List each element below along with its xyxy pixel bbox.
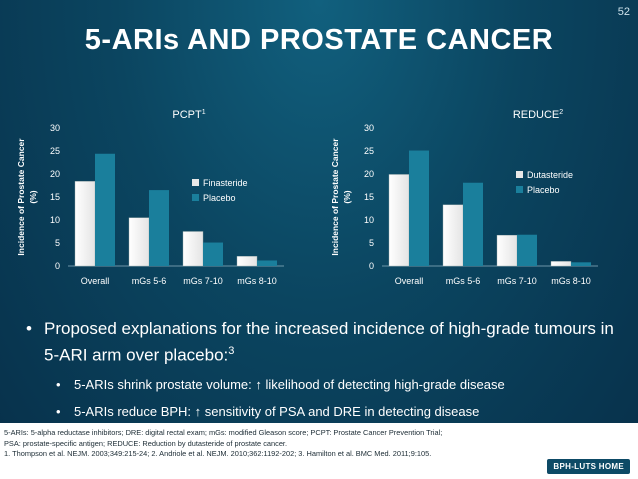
footnotes: 5-ARIs: 5-alpha reductase inhibitors; DR… [4, 428, 549, 460]
y-tick-label: 10 [50, 215, 60, 225]
bullet-sub-1: 5-ARIs shrink prostate volume: ↑ likelih… [22, 376, 622, 394]
bar-placebo-2 [203, 242, 223, 266]
x-tick-label: Overall [395, 276, 424, 286]
bullet-main: Proposed explanations for the increased … [22, 318, 622, 367]
y-tick-label: 20 [364, 169, 374, 179]
bar-placebo-3 [257, 260, 277, 266]
chart-svg: REDUCE2 Incidence of Prostate Cancer (%) 0 5… [330, 109, 598, 286]
page-number: 52 [617, 6, 630, 18]
y-tick-label: 0 [369, 261, 374, 271]
y-tick-label: 5 [369, 238, 374, 248]
bar-finasteride-2 [182, 231, 204, 267]
legend-swatch-placebo [516, 186, 523, 193]
x-tick-label: Overall [81, 276, 110, 286]
y-axis-label-unit: (%) [342, 190, 352, 203]
x-tick-label: mGs 5-6 [446, 276, 481, 286]
legend-swatch-dutasteride [516, 171, 523, 178]
bullet-main-ref: 3 [228, 345, 235, 357]
bar-placebo-2 [517, 234, 537, 266]
bar-dutasteride-0 [388, 174, 410, 267]
chart-svg: PCPT1 Incidence of Prostate Cancer (%) 0 5 10… [16, 109, 284, 286]
bullet-sub-2: 5-ARIs reduce BPH: ↑ sensitivity of PSA … [22, 403, 622, 421]
footnote-line: 5-ARIs: 5-alpha reductase inhibitors; DR… [4, 428, 443, 437]
y-tick-label: 30 [364, 123, 374, 133]
y-tick-label: 25 [364, 146, 374, 156]
bar-finasteride-0 [74, 181, 96, 267]
footer: 5-ARIs: 5-alpha reductase inhibitors; DR… [0, 423, 638, 479]
bar-finasteride-1 [128, 217, 150, 267]
bar-finasteride-3 [236, 256, 258, 267]
y-tick-label: 15 [364, 192, 374, 202]
bar-dutasteride-3 [550, 261, 572, 267]
legend-swatch-placebo [192, 194, 199, 201]
footnote-line: PSA: prostate-specific antigen; REDUCE: … [4, 438, 288, 448]
y-tick-label: 5 [55, 238, 60, 248]
slide-title: 5-ARIs AND PROSTATE CANCER [84, 24, 554, 56]
x-tick-label: mGs 7-10 [183, 276, 223, 286]
footnote-line: 1. Thompson et al. NEJM. 2003;349:215-24… [4, 449, 432, 458]
y-tick-label: 25 [50, 146, 60, 156]
y-tick-label: 0 [55, 261, 60, 271]
legend-swatch-finasteride [192, 179, 199, 186]
reduce-chart: REDUCE2 Incidence of Prostate Cancer (%) 0 5… [328, 102, 624, 302]
y-tick-label: 20 [50, 169, 60, 179]
bar-placebo-1 [149, 190, 169, 266]
y-tick-label: 30 [50, 123, 60, 133]
y-tick-label: 10 [364, 215, 374, 225]
chart-title: REDUCE2 [513, 109, 563, 121]
bar-placebo-0 [95, 153, 115, 266]
x-tick-label: mGs 7-10 [497, 276, 537, 286]
bar-placebo-0 [409, 150, 429, 266]
y-axis-label: Incidence of Prostate Cancer [16, 138, 26, 256]
legend-label-finasteride: Finasteride [203, 178, 248, 188]
pcpt-chart: PCPT1 Incidence of Prostate Cancer (%) 0 5 10… [14, 102, 310, 302]
bullet-list: Proposed explanations for the increased … [22, 318, 622, 421]
bar-placebo-3 [571, 262, 591, 266]
legend-label-placebo: Placebo [527, 185, 560, 195]
bar-dutasteride-2 [496, 234, 518, 267]
legend-label-placebo: Placebo [203, 193, 236, 203]
x-tick-label: mGs 8-10 [551, 276, 591, 286]
x-tick-label: mGs 5-6 [132, 276, 167, 286]
bph-luts-home-button[interactable]: BPH-LUTS HOME [547, 459, 630, 474]
legend-label-dutasteride: Dutasteride [527, 170, 573, 180]
bullet-main-text: Proposed explanations for the increased … [44, 319, 614, 365]
bar-placebo-1 [463, 182, 483, 266]
y-axis-label-unit: (%) [28, 190, 38, 203]
x-tick-label: mGs 8-10 [237, 276, 277, 286]
chart-title: PCPT1 [172, 109, 205, 121]
bar-dutasteride-1 [442, 204, 464, 267]
y-tick-label: 15 [50, 192, 60, 202]
y-axis-label: Incidence of Prostate Cancer [330, 138, 340, 256]
